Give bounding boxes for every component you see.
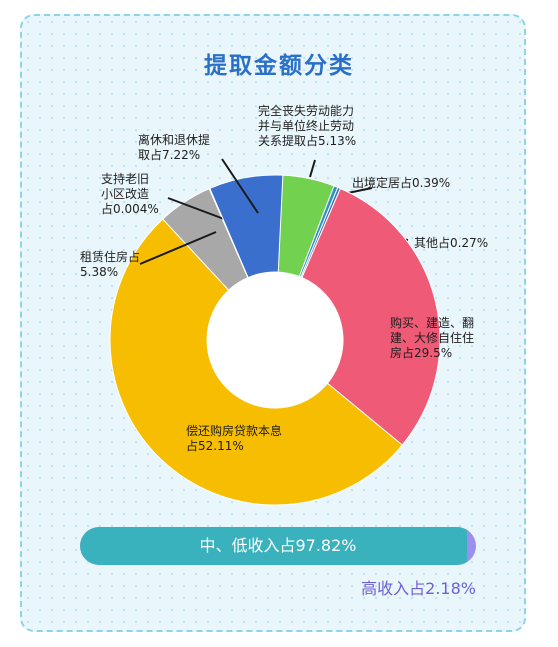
income-bar: 中、低收入占97.82% — [80, 527, 476, 565]
donut-slice-4 — [109, 218, 403, 506]
slice-label-6: 支持老旧 小区改造 占0.004% — [101, 172, 159, 216]
slice-label-5: 租赁住房占 5.38% — [80, 250, 141, 279]
slice-label-0: 完全丧失劳动能力 并与单位终止劳动 关系提取占5.13% — [258, 104, 357, 148]
income-bar-low-label: 中、低收入占97.82% — [199, 536, 357, 555]
slice-label-1: 出境定居占0.39% — [352, 176, 451, 190]
leader-line-5 — [139, 231, 217, 265]
chart-title: 提取金额分类 — [204, 53, 354, 79]
leader-line-0 — [309, 159, 316, 178]
slice-label-2: 其他占0.27% — [414, 236, 489, 250]
donut-hole — [207, 272, 343, 408]
leader-line-6 — [167, 197, 233, 223]
leader-line-7 — [221, 158, 259, 214]
income-bar-high-label: 高收入占2.18% — [361, 579, 476, 598]
slice-label-3: 购买、建造、翻 建、大修自住住 房占29.5% — [390, 316, 475, 360]
income-bar-low-fill — [80, 527, 468, 565]
slice-label-4: 偿还购房贷款本息 占52.11% — [186, 424, 283, 453]
slice-label-7: 离休和退休提 取占7.22% — [138, 133, 211, 162]
